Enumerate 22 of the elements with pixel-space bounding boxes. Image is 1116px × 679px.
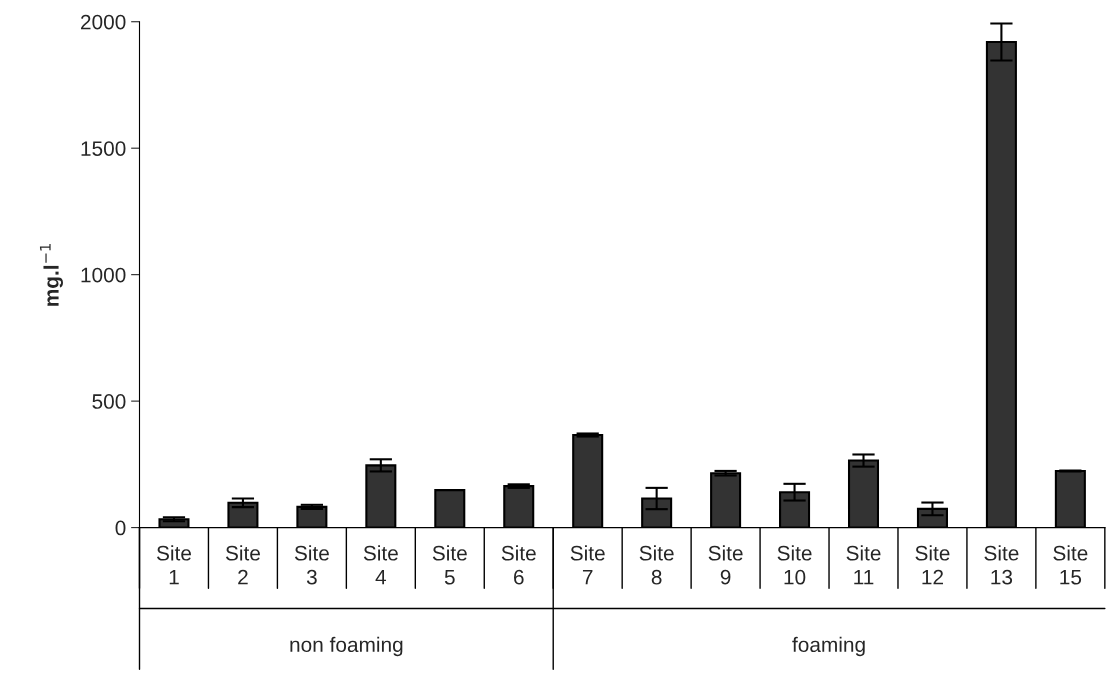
x-tick-label: Site 6 [501, 545, 536, 585]
text: foaming [792, 636, 865, 657]
x-tick-label: Site 7 [570, 545, 605, 585]
x-tick-label: Site 15 [1053, 545, 1088, 585]
x-tick-label: Site 12 [915, 545, 950, 585]
text: non foaming [290, 636, 403, 657]
x-tick-label: Site 9 [708, 545, 743, 585]
y-tick-label: 2000 [81, 14, 126, 30]
x-tick-label: Site 10 [777, 545, 812, 585]
x-tick-label: Site 1 [156, 545, 191, 585]
x-tick-label: Site 3 [294, 545, 329, 585]
y-tick-label: 500 [92, 394, 126, 409]
y-tick-label: 1000 [81, 267, 126, 283]
x-tick-label: Site 5 [432, 545, 467, 585]
y-axis-title: mg.l$^{−1}$ [39, 244, 63, 306]
x-tick-label: Site 11 [846, 545, 881, 585]
x-tick-label: Site 8 [639, 545, 674, 585]
x-tick-label: Site 2 [225, 545, 260, 585]
y-tick-label: 1500 [81, 141, 126, 156]
x-tick-label: Site 13 [984, 545, 1019, 585]
y-tick-label: 0 [115, 520, 126, 536]
x-tick-label: Site 4 [363, 545, 398, 585]
